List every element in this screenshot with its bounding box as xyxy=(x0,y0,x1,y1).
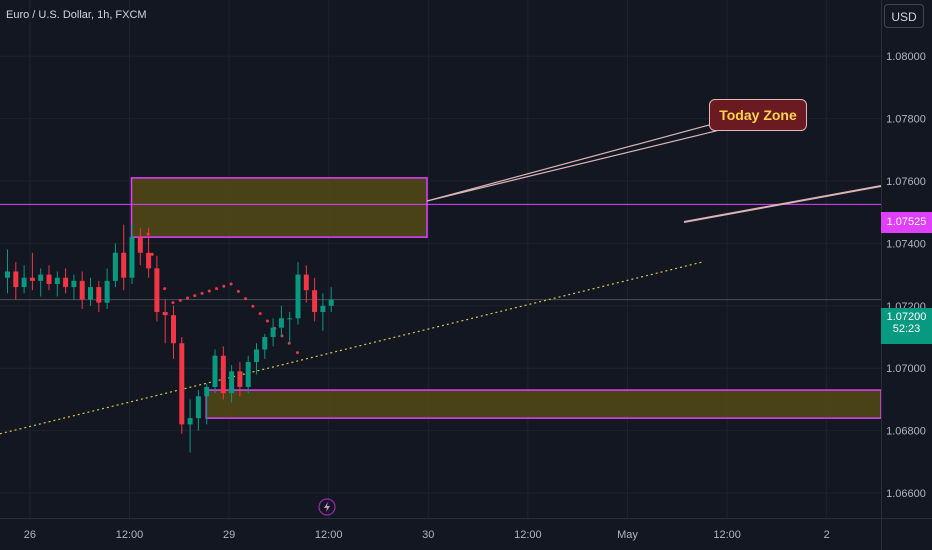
candle-body xyxy=(154,268,160,313)
candle-body xyxy=(312,290,318,313)
candle-body xyxy=(171,315,176,344)
projection-dot xyxy=(215,287,219,291)
candle-body xyxy=(121,252,127,278)
candle-body xyxy=(88,287,93,300)
candle-body xyxy=(187,418,193,425)
projection-ray xyxy=(683,185,882,223)
candle-body xyxy=(46,274,52,284)
candle-body xyxy=(220,355,226,394)
candle-body xyxy=(162,312,168,316)
grid-lines xyxy=(0,0,881,518)
time-tick-label: 29 xyxy=(223,529,235,541)
time-tick-label: 12:00 xyxy=(315,529,343,541)
candle-body xyxy=(195,396,201,419)
candle-body xyxy=(320,305,326,313)
line-price-tag: 1.07525 xyxy=(881,212,932,233)
candle-body xyxy=(270,327,276,338)
candle-body xyxy=(5,271,10,278)
currency-button[interactable]: USD xyxy=(884,4,924,28)
price-tick-label: 1.07000 xyxy=(886,363,926,375)
candle-body xyxy=(278,318,284,328)
candle-body xyxy=(254,349,259,362)
demand-zone xyxy=(205,389,882,419)
projection-dot xyxy=(163,287,167,291)
projection-dot xyxy=(251,304,255,308)
candle-body xyxy=(129,237,135,278)
candle-body xyxy=(96,287,102,303)
supply-zone xyxy=(130,177,428,238)
projection-dot xyxy=(200,291,204,295)
price-tick-label: 1.08000 xyxy=(886,51,926,63)
price-tick-label: 1.07400 xyxy=(886,238,926,250)
projection-dot xyxy=(193,294,197,298)
time-tick-label: 30 xyxy=(422,529,434,541)
candle-body xyxy=(179,343,185,425)
candle-body xyxy=(21,277,27,288)
countdown-timer: 52:23 xyxy=(892,323,921,335)
price-tick-label: 1.06800 xyxy=(886,426,926,438)
projection-dot xyxy=(265,319,269,323)
candle-body xyxy=(71,280,77,288)
projection-dot xyxy=(186,296,190,300)
candle-body xyxy=(146,252,152,269)
candle-body xyxy=(229,371,235,394)
price-tick-label: 1.07800 xyxy=(886,114,926,126)
projection-dot xyxy=(280,334,284,338)
projection-dot xyxy=(178,298,182,302)
projection-dot xyxy=(244,297,248,301)
price-tick-label: 1.07600 xyxy=(886,176,926,188)
candle-body xyxy=(63,277,69,288)
trend-line xyxy=(0,261,703,435)
candle-body xyxy=(137,237,143,253)
candle-body xyxy=(245,361,251,387)
current-price-value: 1.07200 xyxy=(886,311,927,323)
projection-dot xyxy=(150,252,154,256)
projection-dot xyxy=(258,312,262,316)
today-zone-callout[interactable]: Today Zone xyxy=(709,99,807,131)
lightning-icon-ring xyxy=(318,498,336,516)
projection-dot xyxy=(236,289,240,293)
callout-pointer xyxy=(426,124,718,202)
time-tick-label: 12:00 xyxy=(116,529,144,541)
candle-body xyxy=(204,386,210,397)
candle-body xyxy=(287,318,293,320)
candle-body xyxy=(262,337,268,350)
projection-dot xyxy=(171,301,175,305)
candle-body xyxy=(295,274,301,319)
projection-dot xyxy=(296,351,299,355)
projection-dot xyxy=(222,284,226,288)
projection-dot xyxy=(229,282,233,286)
lightning-icon xyxy=(318,498,336,516)
symbol-title: Euro / U.S. Dollar, 1h, FXCM xyxy=(6,9,147,21)
time-tick-label: May xyxy=(617,529,638,541)
candle-body xyxy=(212,355,218,387)
candles-layer xyxy=(5,224,334,453)
time-tick-label: 2 xyxy=(824,529,830,541)
time-tick-label: 12:00 xyxy=(713,529,741,541)
lightning-icon-bolt xyxy=(324,502,330,512)
candle-body xyxy=(54,277,60,284)
time-tick-label: 26 xyxy=(24,529,36,541)
current-price-tag: 1.07200 52:23 xyxy=(881,308,932,344)
time-tick-label: 12:00 xyxy=(514,529,542,541)
candle-body xyxy=(13,271,19,288)
candle-body xyxy=(112,252,118,281)
candle-body xyxy=(79,280,85,300)
price-tick-label: 1.06600 xyxy=(886,488,926,500)
zone-layer xyxy=(130,177,882,419)
candle-body xyxy=(303,274,309,291)
projection-dot xyxy=(207,289,211,293)
candle-body xyxy=(328,299,334,306)
candle-body xyxy=(38,274,44,281)
candle-body xyxy=(29,277,35,281)
candle-body xyxy=(237,371,243,387)
candle-body xyxy=(104,280,110,303)
